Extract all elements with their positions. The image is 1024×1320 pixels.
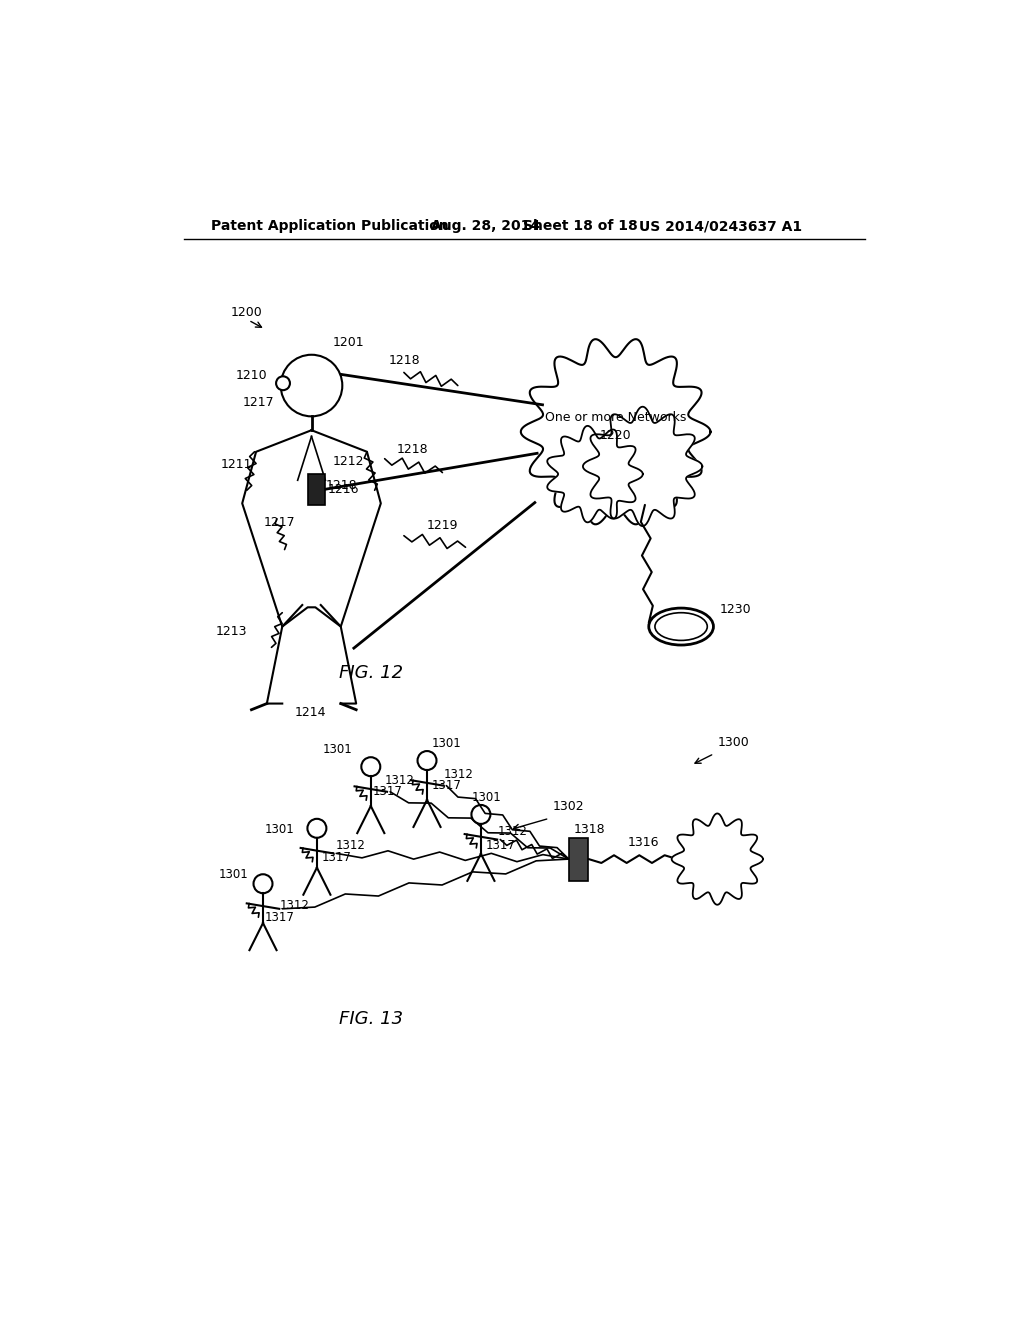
Text: 1317: 1317 — [264, 911, 295, 924]
Text: 1316: 1316 — [628, 836, 658, 849]
Text: 1301: 1301 — [264, 824, 294, 837]
Text: 1320: 1320 — [702, 861, 732, 874]
Ellipse shape — [649, 609, 714, 645]
Text: 1312: 1312 — [385, 774, 415, 787]
Text: 1220: 1220 — [600, 429, 632, 442]
Text: 1218: 1218 — [388, 354, 420, 367]
Text: Sheet 18 of 18: Sheet 18 of 18 — [523, 219, 638, 234]
Text: 1217: 1217 — [264, 516, 295, 529]
Polygon shape — [583, 407, 702, 527]
Text: 1300: 1300 — [717, 735, 749, 748]
Text: Network(s): Network(s) — [685, 846, 750, 859]
Text: 1210: 1210 — [236, 370, 267, 381]
Polygon shape — [672, 813, 763, 904]
Ellipse shape — [655, 612, 708, 640]
Text: 1219: 1219 — [427, 519, 459, 532]
Text: 1214: 1214 — [295, 706, 326, 719]
Text: 1213: 1213 — [215, 626, 247, 639]
Circle shape — [281, 355, 342, 416]
Text: 1218: 1218 — [326, 479, 357, 492]
Text: 1302: 1302 — [553, 800, 584, 813]
Text: 1317: 1317 — [373, 785, 402, 797]
Text: 1211: 1211 — [220, 458, 252, 471]
Text: Patent Application Publication: Patent Application Publication — [211, 219, 450, 234]
Text: 1312: 1312 — [498, 825, 527, 838]
Text: 1312: 1312 — [444, 768, 474, 781]
Text: Aug. 28, 2014: Aug. 28, 2014 — [431, 219, 540, 234]
Text: 1212: 1212 — [333, 454, 365, 467]
Polygon shape — [243, 430, 381, 627]
Text: One or more Networks: One or more Networks — [545, 412, 686, 425]
Text: 1318: 1318 — [574, 824, 606, 837]
Text: 1317: 1317 — [485, 838, 515, 851]
Text: 1301: 1301 — [218, 869, 248, 880]
Text: 1201: 1201 — [333, 335, 365, 348]
Text: 1301: 1301 — [323, 743, 353, 756]
Text: 1230: 1230 — [720, 603, 752, 616]
Text: 1216: 1216 — [328, 483, 359, 496]
Polygon shape — [521, 339, 711, 524]
Text: 1312: 1312 — [336, 838, 366, 851]
Text: 1217: 1217 — [243, 396, 274, 409]
Text: 1317: 1317 — [322, 851, 351, 865]
FancyBboxPatch shape — [569, 837, 588, 880]
FancyBboxPatch shape — [307, 474, 325, 506]
Text: FIG. 12: FIG. 12 — [339, 664, 402, 681]
Text: 1317: 1317 — [432, 779, 462, 792]
Text: FIG. 13: FIG. 13 — [339, 1010, 402, 1028]
Text: 1200: 1200 — [230, 306, 262, 319]
Polygon shape — [547, 426, 643, 523]
Text: 1312: 1312 — [280, 899, 310, 912]
Text: 1301: 1301 — [432, 737, 462, 750]
Circle shape — [276, 376, 290, 391]
Text: 1301: 1301 — [472, 791, 502, 804]
Text: US 2014/0243637 A1: US 2014/0243637 A1 — [639, 219, 802, 234]
Text: 1218: 1218 — [396, 444, 428, 455]
